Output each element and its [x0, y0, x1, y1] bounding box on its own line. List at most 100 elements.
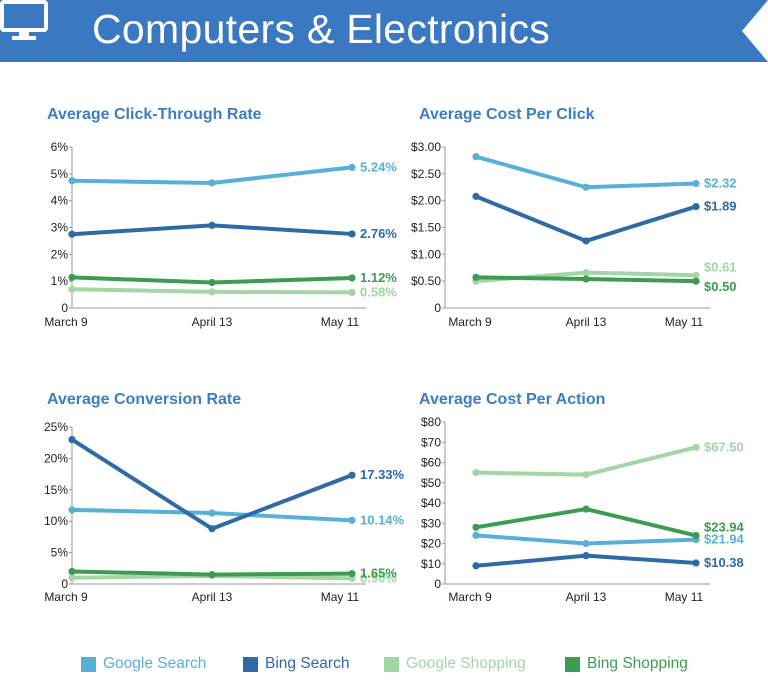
data-point: [68, 285, 76, 293]
end-value-label: $67.50: [704, 439, 744, 454]
data-point: [582, 505, 590, 513]
ctr-chart: Average Click-Through Rate 0 1% 2% 3% 4% 5% 6% M…: [0, 95, 397, 345]
x-tick-label: April 13: [192, 590, 233, 604]
legend: Google Search Bing Search Google Shoppin…: [0, 652, 768, 676]
data-point: [208, 221, 216, 229]
y-tick-label: $10: [421, 557, 441, 571]
series-google-search: $2.32: [472, 153, 737, 191]
legend-swatch: [565, 656, 580, 672]
end-value-label: 2.76%: [360, 226, 397, 241]
y-tick-label: $1.00: [411, 247, 441, 261]
y-tick-label: $0.50: [411, 274, 441, 288]
y-tick-label: $70: [421, 435, 441, 449]
data-point: [348, 570, 356, 578]
data-point: [472, 273, 480, 282]
legend-swatch: [81, 656, 96, 672]
data-point: [208, 570, 216, 579]
x-tick-label: April 13: [192, 315, 233, 329]
legend-swatch: [384, 656, 399, 672]
y-tick-label: $80: [421, 415, 441, 429]
data-point: [208, 278, 216, 287]
legend-item-google-shopping: Google Shopping: [384, 652, 526, 676]
x-tick-label: May 11: [321, 590, 360, 604]
data-point: [692, 531, 700, 540]
page-title: Computers & Electronics: [92, 6, 551, 52]
x-tick-label: April 13: [566, 315, 607, 329]
x-tick-label: May 11: [321, 315, 360, 329]
y-tick-label: $2.50: [411, 167, 441, 181]
chart-title: Average Conversion Rate: [47, 391, 241, 408]
conversion-rate-chart: Average Conversion Rate 0 5% 10% 15% 20% 25% Ma…: [0, 380, 405, 630]
series-google-search: 5.24%: [68, 159, 397, 187]
end-value-label: $0.50: [704, 279, 737, 294]
x-tick-label: March 9: [448, 315, 492, 329]
data-point: [208, 525, 216, 533]
data-point: [208, 179, 216, 187]
data-point: [582, 237, 590, 245]
series-google-search: 10.14%: [68, 506, 405, 527]
monitor-icon: [0, 0, 48, 40]
y-tick-label: 3%: [51, 221, 69, 235]
banner-background: [0, 0, 768, 62]
end-value-label: 1.65%: [360, 566, 397, 581]
data-point: [348, 163, 356, 171]
x-tick-label: April 13: [566, 590, 607, 604]
data-point: [582, 268, 590, 277]
y-tick-label: 0: [434, 577, 441, 591]
y-tick-label: 20%: [44, 451, 68, 465]
data-point: [348, 230, 356, 238]
y-tick-label: $2.00: [411, 194, 441, 208]
data-point: [68, 435, 76, 444]
y-tick-label: $40: [421, 496, 441, 510]
y-tick-label: 2%: [51, 247, 69, 261]
end-value-label: $2.32: [704, 175, 737, 190]
end-value-label: $1.89: [704, 199, 737, 214]
series-bing-search: $10.38: [472, 552, 744, 570]
series-google-shopping: $67.50: [472, 439, 744, 479]
x-tick-label: May 11: [665, 315, 704, 329]
series-google-search: $21.94: [472, 531, 745, 548]
data-point: [348, 516, 356, 524]
data-point: [68, 273, 76, 282]
data-point: [68, 567, 76, 576]
data-point: [582, 539, 590, 548]
legend-label: Bing Shopping: [587, 655, 688, 672]
data-point: [582, 552, 590, 560]
end-value-label: $23.94: [704, 520, 745, 535]
data-point: [472, 153, 480, 161]
data-point: [582, 275, 590, 283]
chart-svg: Average Conversion Rate 0 5% 10% 15% 20% 25% Ma…: [44, 391, 405, 604]
data-point: [68, 177, 76, 185]
end-value-label: $0.61: [704, 259, 737, 274]
legend-label: Google Shopping: [406, 655, 526, 672]
data-point: [692, 179, 700, 188]
header-banner: Computers & Electronics: [0, 0, 768, 62]
legend-item-bing-shopping: Bing Shopping: [565, 652, 688, 676]
data-point: [472, 531, 480, 539]
series-bing-shopping: $23.94: [472, 505, 745, 540]
data-point: [208, 509, 216, 517]
series-bing-shopping: $0.50: [472, 273, 737, 294]
y-tick-label: 1%: [51, 274, 69, 288]
end-value-label: 10.14%: [360, 512, 405, 527]
series-bing-search: $1.89: [472, 192, 737, 245]
legend-item-google-search: Google Search: [81, 652, 206, 676]
y-tick-label: $3.00: [411, 140, 441, 154]
end-value-label: 0.58%: [360, 284, 397, 299]
series-bing-search: 2.76%: [68, 221, 397, 241]
data-point: [472, 523, 480, 531]
chart-title: Average Cost Per Click: [419, 106, 595, 123]
x-tick-label: March 9: [44, 315, 88, 329]
legend-label: Google Search: [103, 655, 207, 672]
chart-title: Average Cost Per Action: [419, 391, 605, 408]
data-point: [68, 506, 76, 514]
series-line: [474, 154, 698, 190]
data-point: [348, 471, 356, 479]
end-value-label: 0.90%: [360, 570, 397, 585]
legend-swatch: [243, 656, 258, 672]
data-point: [348, 274, 356, 282]
series-google-shopping: 0.58%: [68, 284, 397, 299]
y-tick-label: $1.50: [411, 221, 441, 235]
data-point: [692, 271, 700, 279]
data-point: [692, 443, 700, 451]
